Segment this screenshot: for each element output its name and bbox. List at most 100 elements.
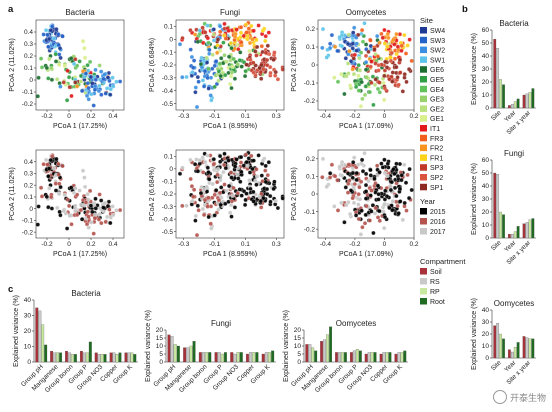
- scatter-point: [372, 211, 378, 216]
- scatter-point: [229, 85, 234, 91]
- bar-root: [358, 350, 362, 363]
- bar-root: [223, 352, 227, 363]
- panel-title: Fungi: [211, 319, 231, 328]
- scatter-point: [375, 163, 380, 168]
- scatter-point: [360, 39, 366, 44]
- scatter-point: [360, 225, 365, 230]
- scatter-point: [108, 92, 113, 97]
- scatter-point: [250, 166, 255, 172]
- scatter-point: [345, 61, 351, 66]
- scatter-point: [359, 27, 365, 33]
- scatter-point: [237, 58, 242, 63]
- legend-title: Year: [420, 197, 436, 206]
- bar-rs: [186, 347, 190, 363]
- scatter-point: [211, 32, 216, 37]
- bar-root: [239, 352, 243, 363]
- scatter-point: [201, 84, 207, 89]
- bar-root: [44, 344, 48, 363]
- legend-label: 2015: [430, 209, 446, 216]
- scatter-point: [381, 209, 386, 214]
- scatter-point: [259, 76, 264, 81]
- bar-rs: [127, 352, 131, 363]
- scatter-point: [192, 32, 198, 37]
- scatter-point: [343, 56, 348, 61]
- scatter-point: [332, 174, 338, 179]
- y-tick-label: 30: [482, 66, 490, 73]
- scatter-point: [388, 58, 394, 64]
- scatter-point: [363, 53, 369, 59]
- scatter-point: [339, 44, 345, 49]
- bar-rp: [85, 352, 89, 363]
- scatter-point: [337, 35, 342, 40]
- scatter-point: [73, 57, 78, 62]
- legend-label: SW4: [430, 28, 445, 35]
- legend-swatch: [420, 144, 427, 152]
- scatter-point: [184, 74, 189, 80]
- scatter-point: [229, 175, 234, 180]
- scatter-point: [107, 78, 112, 84]
- bar-rp: [355, 349, 359, 363]
- scatter-point: [275, 205, 281, 211]
- scatter-point: [206, 40, 211, 45]
- scatter-point: [369, 59, 374, 64]
- scatter-point: [226, 54, 232, 59]
- y-tick-label: 0.1: [164, 24, 173, 31]
- scatter-point: [385, 173, 390, 179]
- bar-root: [403, 350, 407, 363]
- bar-rs: [249, 352, 253, 363]
- scatter-point: [43, 157, 49, 163]
- bar-rs: [68, 352, 71, 363]
- panel-title: Fungi: [220, 8, 240, 17]
- bar-soil: [198, 352, 202, 363]
- scatter-point: [402, 162, 407, 167]
- scatter-point: [74, 212, 80, 218]
- scatter-point: [47, 56, 52, 62]
- x-tick-label: -0.3: [178, 241, 190, 248]
- scatter-point: [257, 194, 262, 200]
- scatter-point: [64, 98, 70, 103]
- scatter-point: [82, 55, 88, 60]
- bar-rp: [326, 334, 330, 363]
- legend-swatch: [420, 288, 427, 295]
- y-tick-label: 40: [482, 53, 490, 60]
- legend-swatch: [420, 95, 427, 103]
- y-axis-label: Explained variance (%): [13, 295, 20, 367]
- legend-swatch: [420, 208, 427, 215]
- scatter-point: [251, 158, 256, 163]
- scatter-point: [62, 63, 67, 69]
- y-tick-label: -0.5: [162, 229, 174, 236]
- y-tick-label: 60: [482, 27, 490, 34]
- scatter-point: [217, 61, 223, 66]
- scatter-point: [36, 75, 41, 80]
- bar-soil: [522, 336, 526, 359]
- scatter-point: [249, 23, 254, 29]
- scatter-point: [210, 52, 215, 57]
- legend-swatch: [420, 174, 427, 181]
- scatter-point: [350, 41, 356, 46]
- scatter-point: [238, 160, 244, 165]
- bar-rs: [97, 354, 101, 363]
- bar-root: [516, 98, 520, 109]
- scatter-point: [238, 179, 243, 184]
- scatter-point: [221, 162, 227, 168]
- scatter-point: [382, 86, 388, 91]
- scatter-point: [272, 179, 277, 184]
- bar-rp: [70, 354, 74, 363]
- y-axis-label: PCoA 2 (6.684%): [149, 167, 156, 221]
- scatter-point: [215, 37, 221, 42]
- scatter-point: [352, 25, 357, 30]
- x-tick-label: 0: [383, 241, 387, 248]
- bar-soil: [50, 350, 54, 363]
- scatter-point: [402, 72, 407, 77]
- scatter-point: [356, 216, 361, 222]
- scatter-point: [232, 76, 238, 81]
- bar-root: [314, 350, 318, 363]
- scatter-point: [195, 74, 200, 80]
- scatter-point: [377, 90, 382, 95]
- scatter-point: [404, 79, 409, 85]
- x-tick-label: 0.3: [272, 241, 281, 248]
- scatter-point: [60, 34, 65, 39]
- panel-title: Oomycetes: [494, 299, 534, 308]
- scatter-point: [193, 218, 198, 223]
